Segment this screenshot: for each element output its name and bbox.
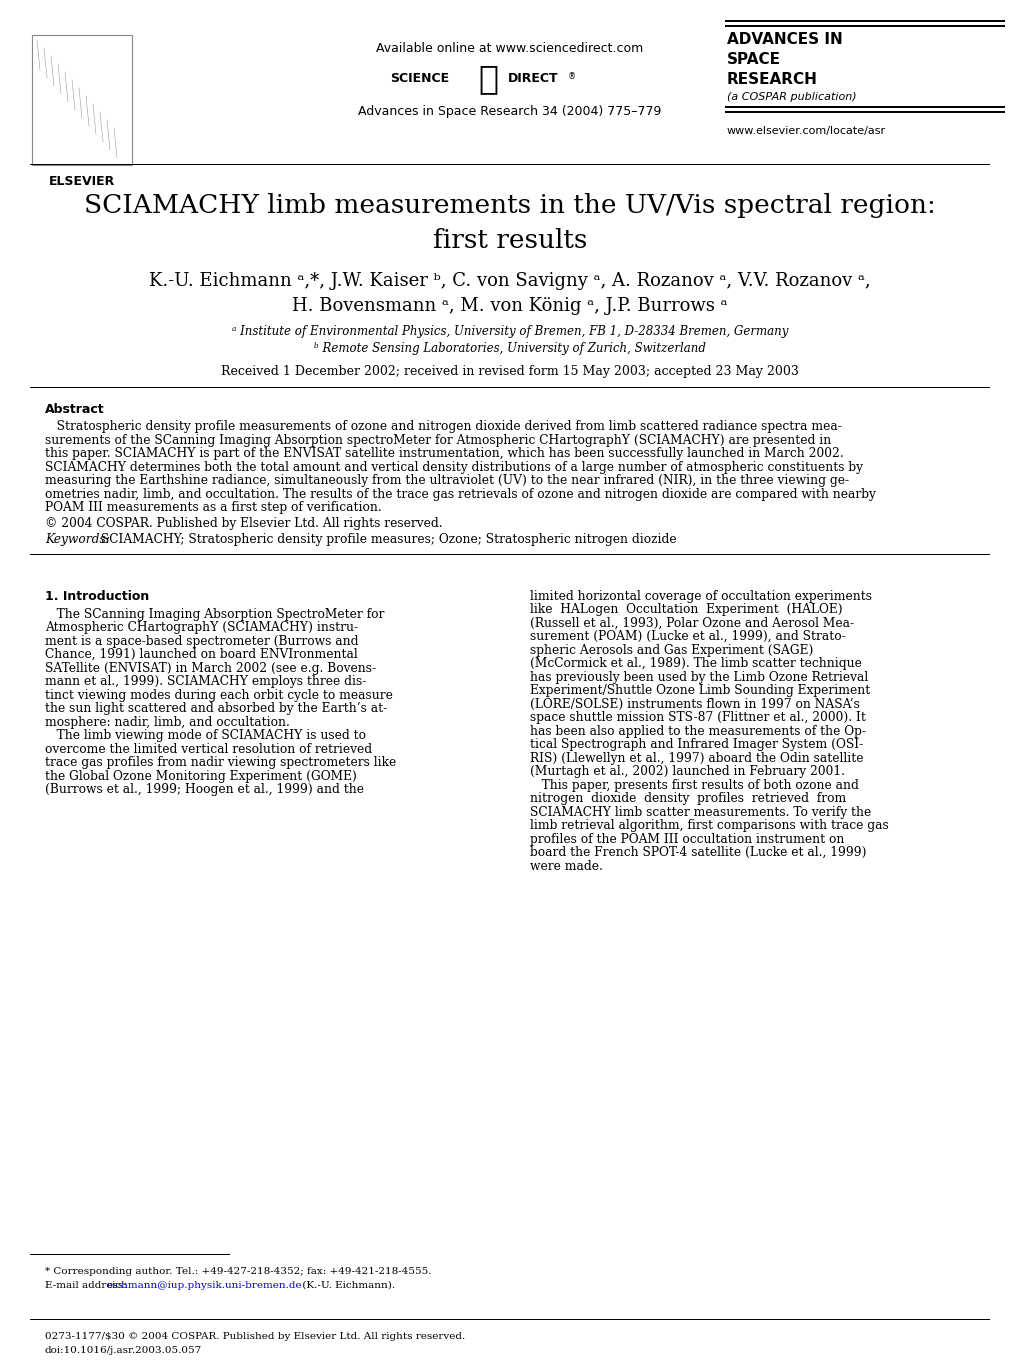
- Bar: [725, 24, 1004, 27]
- Text: POAM III measurements as a first step of verification.: POAM III measurements as a first step of…: [45, 501, 381, 514]
- Text: mann et al., 1999). SCIAMACHY employs three dis-: mann et al., 1999). SCIAMACHY employs th…: [45, 675, 366, 689]
- Text: ᵇ Remote Sensing Laboratories, University of Zurich, Switzerland: ᵇ Remote Sensing Laboratories, Universit…: [314, 342, 705, 355]
- Text: first results: first results: [432, 229, 587, 253]
- Text: Stratospheric density profile measurements of ozone and nitrogen dioxide derived: Stratospheric density profile measuremen…: [45, 421, 841, 433]
- Text: nitrogen  dioxide  density  profiles  retrieved  from: nitrogen dioxide density profiles retrie…: [530, 792, 846, 804]
- Text: Received 1 December 2002; received in revised form 15 May 2003; accepted 23 May : Received 1 December 2002; received in re…: [221, 365, 798, 378]
- Text: mosphere: nadir, limb, and occultation.: mosphere: nadir, limb, and occultation.: [45, 716, 289, 728]
- Text: ⓐ: ⓐ: [478, 63, 497, 95]
- Text: 1. Introduction: 1. Introduction: [45, 589, 149, 603]
- Text: has previously been used by the Limb Ozone Retrieval: has previously been used by the Limb Ozo…: [530, 671, 867, 683]
- Text: H. Bovensmann ᵃ, M. von König ᵃ, J.P. Burrows ᵃ: H. Bovensmann ᵃ, M. von König ᵃ, J.P. Bu…: [292, 297, 727, 314]
- Text: Chance, 1991) launched on board ENVIronmental: Chance, 1991) launched on board ENVIronm…: [45, 648, 358, 661]
- Text: The limb viewing mode of SCIAMACHY is used to: The limb viewing mode of SCIAMACHY is us…: [45, 729, 366, 742]
- Text: measuring the Earthshine radiance, simultaneously from the ultraviolet (UV) to t: measuring the Earthshine radiance, simul…: [45, 474, 848, 487]
- Text: surements of the SCanning Imaging Absorption spectroMeter for Atmospheric CHarto: surements of the SCanning Imaging Absorp…: [45, 434, 830, 446]
- Bar: [32, 35, 131, 165]
- Text: profiles of the POAM III occultation instrument on: profiles of the POAM III occultation ins…: [530, 833, 844, 845]
- Text: were made.: were made.: [530, 860, 602, 872]
- Text: space shuttle mission STS-87 (Flittner et al., 2000). It: space shuttle mission STS-87 (Flittner e…: [530, 710, 865, 724]
- Bar: [725, 106, 1004, 108]
- Text: ADVANCES IN: ADVANCES IN: [727, 33, 842, 48]
- Text: Advances in Space Research 34 (2004) 775–779: Advances in Space Research 34 (2004) 775…: [358, 105, 661, 118]
- Text: (a COSPAR publication): (a COSPAR publication): [727, 93, 856, 102]
- Text: (Burrows et al., 1999; Hoogen et al., 1999) and the: (Burrows et al., 1999; Hoogen et al., 19…: [45, 783, 364, 796]
- Text: ometries nadir, limb, and occultation. The results of the trace gas retrievals o: ometries nadir, limb, and occultation. T…: [45, 487, 875, 501]
- Text: This paper, presents first results of both ozone and: This paper, presents first results of bo…: [530, 778, 858, 792]
- Text: ®: ®: [568, 72, 576, 82]
- Text: Experiment/Shuttle Ozone Limb Sounding Experiment: Experiment/Shuttle Ozone Limb Sounding E…: [530, 685, 869, 697]
- Text: tinct viewing modes during each orbit cycle to measure: tinct viewing modes during each orbit cy…: [45, 689, 392, 701]
- Text: DIRECT: DIRECT: [507, 72, 558, 84]
- Text: has been also applied to the measurements of the Op-: has been also applied to the measurement…: [530, 724, 865, 738]
- Text: SCIAMACHY limb scatter measurements. To verify the: SCIAMACHY limb scatter measurements. To …: [530, 806, 870, 818]
- Text: eichmann@iup.physik.uni-bremen.de: eichmann@iup.physik.uni-bremen.de: [107, 1281, 303, 1290]
- Text: (McCormick et al., 1989). The limb scatter technique: (McCormick et al., 1989). The limb scatt…: [530, 657, 861, 670]
- Text: Available online at www.sciencedirect.com: Available online at www.sciencedirect.co…: [376, 42, 643, 54]
- Text: limb retrieval algorithm, first comparisons with trace gas: limb retrieval algorithm, first comparis…: [530, 819, 888, 832]
- Text: 0273-1177/$30 © 2004 COSPAR. Published by Elsevier Ltd. All rights reserved.: 0273-1177/$30 © 2004 COSPAR. Published b…: [45, 1332, 465, 1341]
- Text: (K.-U. Eichmann).: (K.-U. Eichmann).: [299, 1281, 394, 1290]
- Text: board the French SPOT-4 satellite (Lucke et al., 1999): board the French SPOT-4 satellite (Lucke…: [530, 847, 866, 859]
- Text: surement (POAM) (Lucke et al., 1999), and Strato-: surement (POAM) (Lucke et al., 1999), an…: [530, 630, 845, 642]
- Text: * Corresponding author. Tel.: +49-427-218-4352; fax: +49-421-218-4555.: * Corresponding author. Tel.: +49-427-21…: [45, 1267, 431, 1277]
- Text: like  HALogen  Occultation  Experiment  (HALOE): like HALogen Occultation Experiment (HAL…: [530, 603, 842, 617]
- Text: the sun light scattered and absorbed by the Earth’s at-: the sun light scattered and absorbed by …: [45, 702, 387, 715]
- Text: K.-U. Eichmann ᵃ,*, J.W. Kaiser ᵇ, C. von Savigny ᵃ, A. Rozanov ᵃ, V.V. Rozanov : K.-U. Eichmann ᵃ,*, J.W. Kaiser ᵇ, C. vo…: [149, 272, 870, 290]
- Text: doi:10.1016/j.asr.2003.05.057: doi:10.1016/j.asr.2003.05.057: [45, 1346, 202, 1356]
- Text: SCIAMACHY limb measurements in the UV/Vis spectral region:: SCIAMACHY limb measurements in the UV/Vi…: [84, 193, 935, 218]
- Text: tical Spectrograph and Infrared Imager System (OSI-: tical Spectrograph and Infrared Imager S…: [530, 738, 862, 751]
- Text: Keywords:: Keywords:: [45, 532, 110, 546]
- Bar: [725, 20, 1004, 22]
- Text: overcome the limited vertical resolution of retrieved: overcome the limited vertical resolution…: [45, 743, 372, 755]
- Text: SATellite (ENVISAT) in March 2002 (see e.g. Bovens-: SATellite (ENVISAT) in March 2002 (see e…: [45, 661, 376, 675]
- Text: ᵃ Institute of Environmental Physics, University of Bremen, FB 1, D-28334 Bremen: ᵃ Institute of Environmental Physics, Un…: [231, 325, 788, 338]
- Text: ment is a space-based spectrometer (Burrows and: ment is a space-based spectrometer (Burr…: [45, 634, 358, 648]
- Text: www.elsevier.com/locate/asr: www.elsevier.com/locate/asr: [727, 127, 886, 136]
- Text: E-mail address:: E-mail address:: [45, 1281, 129, 1290]
- Text: this paper. SCIAMACHY is part of the ENVISAT satellite instrumentation, which ha: this paper. SCIAMACHY is part of the ENV…: [45, 446, 843, 460]
- Text: Abstract: Abstract: [45, 403, 105, 416]
- Text: (Russell et al., 1993), Polar Ozone and Aerosol Mea-: (Russell et al., 1993), Polar Ozone and …: [530, 617, 853, 630]
- Text: The SCanning Imaging Absorption SpectroMeter for: The SCanning Imaging Absorption SpectroM…: [45, 607, 384, 621]
- Bar: [725, 112, 1004, 113]
- Text: © 2004 COSPAR. Published by Elsevier Ltd. All rights reserved.: © 2004 COSPAR. Published by Elsevier Ltd…: [45, 517, 442, 529]
- Text: RESEARCH: RESEARCH: [727, 72, 817, 87]
- Text: trace gas profiles from nadir viewing spectrometers like: trace gas profiles from nadir viewing sp…: [45, 755, 395, 769]
- Text: Atmospheric CHartographY (SCIAMACHY) instru-: Atmospheric CHartographY (SCIAMACHY) ins…: [45, 621, 358, 634]
- Text: limited horizontal coverage of occultation experiments: limited horizontal coverage of occultati…: [530, 589, 871, 603]
- Text: SCIENCE: SCIENCE: [389, 72, 448, 84]
- Text: RIS) (Llewellyn et al., 1997) aboard the Odin satellite: RIS) (Llewellyn et al., 1997) aboard the…: [530, 751, 863, 765]
- Text: spheric Aerosols and Gas Experiment (SAGE): spheric Aerosols and Gas Experiment (SAG…: [530, 644, 812, 656]
- Text: SCIAMACHY; Stratospheric density profile measures; Ozone; Stratospheric nitrogen: SCIAMACHY; Stratospheric density profile…: [97, 532, 676, 546]
- Text: (Murtagh et al., 2002) launched in February 2001.: (Murtagh et al., 2002) launched in Febru…: [530, 765, 844, 778]
- Text: the Global Ozone Monitoring Experiment (GOME): the Global Ozone Monitoring Experiment (…: [45, 769, 357, 783]
- Text: SCIAMACHY determines both the total amount and vertical density distributions of: SCIAMACHY determines both the total amou…: [45, 460, 862, 474]
- Text: ELSEVIER: ELSEVIER: [49, 176, 115, 188]
- Text: (LORE/SOLSE) instruments flown in 1997 on NASA’s: (LORE/SOLSE) instruments flown in 1997 o…: [530, 697, 859, 710]
- Text: SPACE: SPACE: [727, 52, 781, 67]
